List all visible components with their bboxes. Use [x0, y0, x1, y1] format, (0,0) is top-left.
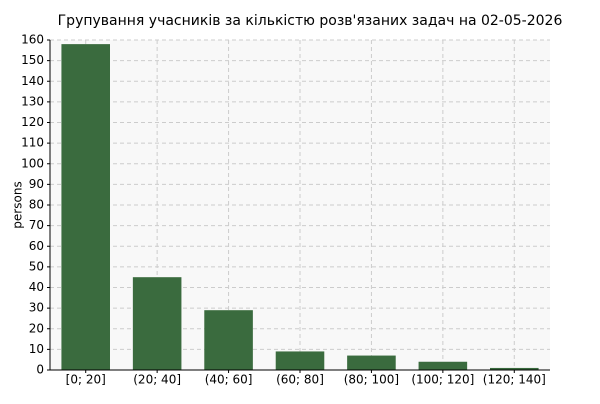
- y-tick-label: 140: [21, 74, 44, 88]
- chart-title: Групування учасників за кількістю розв'я…: [58, 13, 563, 29]
- y-tick-label: 40: [29, 280, 44, 294]
- bar: [418, 361, 468, 370]
- y-tick-label: 150: [21, 53, 44, 67]
- y-tick-label: 100: [21, 156, 44, 170]
- y-tick-label: 50: [29, 259, 44, 273]
- y-tick-label: 0: [36, 363, 44, 377]
- y-tick-label: 60: [29, 239, 44, 253]
- x-tick-label: [0; 20]: [66, 373, 106, 387]
- x-tick-label: (120; 140]: [483, 373, 546, 387]
- x-tick-label: (60; 80]: [276, 373, 324, 387]
- y-tick-label: 90: [29, 177, 44, 191]
- bar: [61, 44, 110, 370]
- bar: [132, 277, 182, 370]
- bar: [275, 351, 325, 370]
- y-tick-label: 80: [29, 198, 44, 212]
- bar: [204, 310, 253, 370]
- y-tick-label: 30: [29, 301, 44, 315]
- bar: [347, 355, 396, 370]
- y-tick-label: 160: [21, 33, 44, 47]
- y-tick-label: 130: [21, 94, 44, 108]
- x-tick-label: (100; 120]: [411, 373, 474, 387]
- y-tick-label: 120: [21, 115, 44, 129]
- x-tick-label: (80; 100]: [344, 373, 399, 387]
- x-tick-label: (40; 60]: [205, 373, 253, 387]
- y-tick-label: 10: [29, 342, 44, 356]
- y-tick-label: 70: [29, 218, 44, 232]
- y-tick-label: 110: [21, 136, 44, 150]
- x-tick-label: (20; 40]: [133, 373, 181, 387]
- bar: [490, 367, 539, 370]
- y-axis-label: persons: [11, 181, 25, 228]
- y-tick-label: 20: [29, 321, 44, 335]
